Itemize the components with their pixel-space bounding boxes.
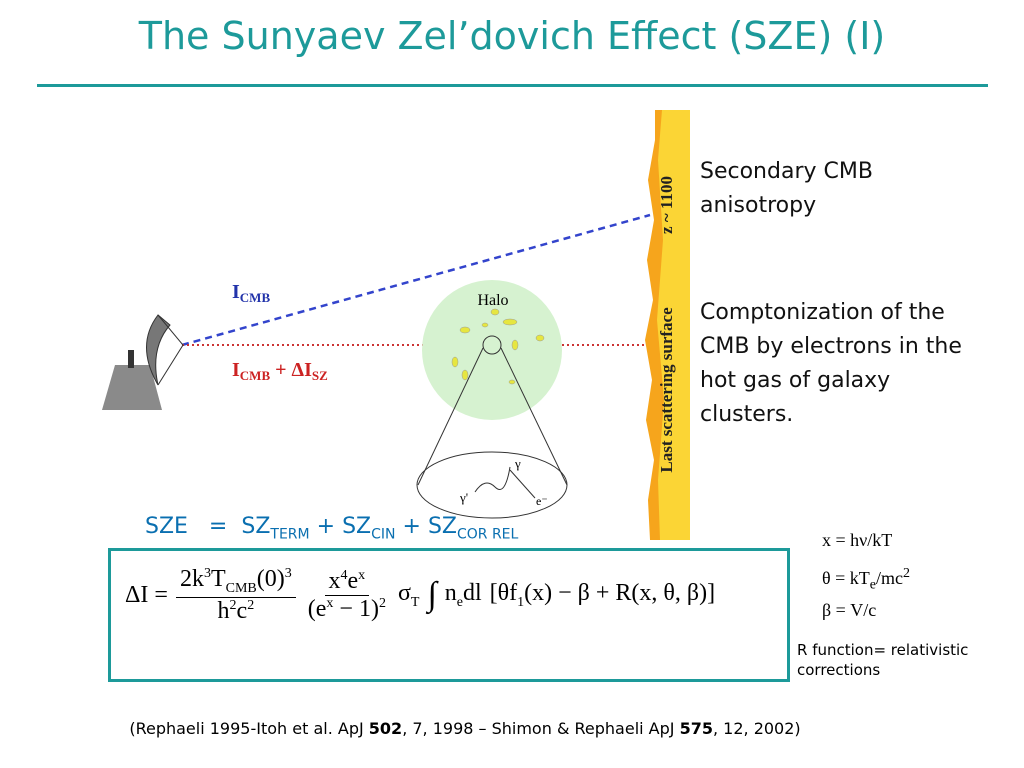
eq-sup: 2 — [378, 595, 386, 611]
def-part: β = V/c — [822, 600, 877, 620]
def-part: /mc — [876, 568, 903, 588]
sz-sub: CIN — [371, 526, 396, 543]
ref-part: (Rephaeli 1995-Itoh et al. ApJ — [129, 719, 369, 738]
ref-part: , 7, 1998 – Shimon & Rephaeli ApJ — [402, 719, 680, 738]
sz-term: SZ — [241, 514, 271, 539]
sz-term: SZ — [427, 514, 457, 539]
sze-line: SZE = SZTERM + SZCIN + SZCOR REL — [145, 514, 518, 542]
eq-sup: 3 — [203, 566, 211, 581]
cone-base — [416, 451, 568, 519]
sz-sub: TERM — [270, 526, 310, 543]
sze-eq: = — [208, 514, 228, 539]
halo-label: Halo — [477, 292, 508, 309]
reference: (Rephaeli 1995-Itoh et al. ApJ 502, 7, 1… — [0, 719, 930, 738]
sze-op: + — [316, 514, 336, 539]
integral: ∫ — [427, 576, 437, 614]
eq-sub: CMB — [225, 580, 257, 596]
sze-lhs: SZE — [145, 514, 188, 539]
sze-op: + — [402, 514, 421, 539]
integrand: nedl — [445, 580, 482, 611]
equation: ΔI = 2k3TCMB(0)3 h2c2 x4ex (ex − 1)2 σT … — [125, 566, 715, 625]
photon-scattered-label: γ' — [459, 490, 468, 505]
redshift-label: z ~ 1100 — [657, 176, 676, 234]
eq-part: dl — [462, 580, 482, 606]
def-part: x = hν/kT — [822, 530, 893, 550]
eq-sup: x — [326, 595, 334, 611]
sz-sub: COR REL — [456, 526, 519, 543]
eq-part: (e — [307, 595, 327, 622]
electron-path — [509, 469, 536, 499]
eq-part: n — [444, 580, 457, 606]
electron-label: e⁻ — [536, 494, 548, 508]
bullet: Secondary CMB anisotropy — [700, 159, 873, 218]
eq-sup: x — [358, 567, 366, 583]
eq-part: (x) − β + R(x, θ, β)] — [524, 580, 716, 606]
eq-sub: T — [410, 594, 420, 610]
eq-sup: 2 — [229, 597, 237, 613]
title-rule — [37, 84, 988, 87]
eq-sup: 4 — [340, 567, 348, 583]
photon-label: γ — [514, 456, 521, 471]
eq-part: σ — [397, 580, 411, 606]
eq-part: e — [347, 567, 359, 594]
eq-lhs: ΔI = — [125, 581, 168, 608]
eq-part: − 1) — [333, 595, 379, 622]
eq-part: (0) — [256, 566, 285, 592]
eq-part: x — [328, 567, 341, 594]
equation-box — [108, 548, 790, 682]
surface-band-inner — [657, 110, 690, 540]
cone-edge — [417, 347, 484, 486]
halo — [422, 280, 562, 420]
eq-part: T — [210, 566, 226, 592]
definition: β = V/c — [822, 600, 876, 621]
eq-part: h — [217, 597, 230, 624]
sz-term: SZ — [342, 514, 372, 539]
eq-part: c — [236, 597, 248, 624]
def-part: θ = kT — [822, 568, 870, 588]
surface-label: Last scattering surface — [657, 307, 676, 473]
denominator: (ex − 1)2 — [304, 596, 390, 623]
eq-sub: e — [456, 594, 463, 610]
ref-volume: 575 — [679, 719, 713, 738]
def-sub: e — [869, 577, 876, 593]
bullet: Comptonization of the CMB by electrons i… — [700, 300, 962, 427]
bracket: [θf1(x) − β + R(x, θ, β)] — [490, 580, 715, 611]
title: The Sunyaev Zel’dovich Effect (SZE) (I) — [138, 14, 886, 58]
telescope-base — [102, 365, 162, 410]
ref-part: , 12, 2002) — [712, 719, 801, 738]
eq-part: [θf — [489, 580, 518, 606]
telescope-mount — [128, 350, 134, 368]
def-sup: 2 — [903, 566, 910, 581]
eq-sup: 2 — [247, 597, 255, 613]
ref-volume: 502 — [368, 719, 403, 738]
fraction: 2k3TCMB(0)3 h2c2 — [175, 566, 296, 625]
eq-sub: 1 — [517, 594, 525, 610]
eq-sup: 3 — [284, 566, 292, 581]
eq-part: 2k — [179, 566, 204, 592]
halo-core — [482, 335, 502, 355]
cmb-ray — [181, 213, 651, 347]
diagram: Last scattering surface z ~ 1100 Halo γ … — [102, 110, 690, 540]
fraction: x4ex (ex − 1)2 — [304, 568, 390, 623]
numerator: 2k3TCMB(0)3 — [175, 566, 296, 598]
sigma: σT — [398, 580, 420, 611]
photon-path — [474, 466, 511, 493]
numerator: x4ex — [324, 567, 370, 596]
telescope-feed — [157, 314, 184, 386]
icmb-label: ICMB — [232, 281, 270, 305]
denominator: h2c2 — [214, 598, 259, 625]
note: R function= relativistic corrections — [797, 641, 969, 679]
icmb-sz-label: ICMB + ΔISZ — [232, 359, 328, 383]
definition: x = hν/kT — [822, 530, 892, 551]
cone-edge — [500, 347, 568, 486]
definition: θ = kTe/mc2 — [822, 566, 910, 594]
galaxies — [451, 308, 545, 385]
